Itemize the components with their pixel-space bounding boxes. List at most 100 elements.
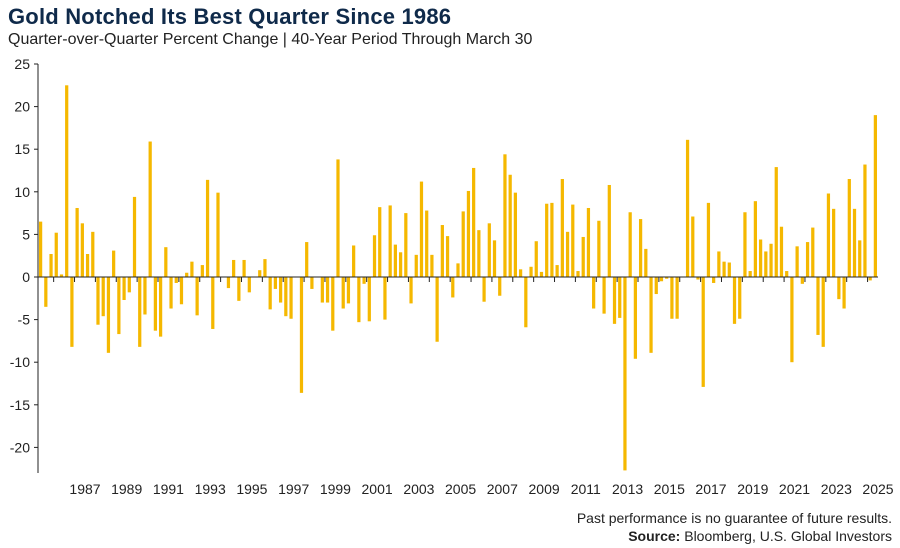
bar bbox=[75, 207, 79, 277]
bar bbox=[805, 242, 810, 277]
bar bbox=[367, 277, 371, 322]
bar bbox=[268, 277, 272, 310]
bar bbox=[372, 235, 377, 277]
x-tick-label: 1999 bbox=[320, 481, 351, 497]
x-tick-label: 2011 bbox=[571, 481, 601, 497]
bar bbox=[38, 221, 43, 277]
bar bbox=[451, 277, 455, 298]
bar bbox=[816, 277, 820, 335]
y-tick-label: -20 bbox=[10, 439, 30, 455]
bar bbox=[539, 271, 544, 277]
bar bbox=[414, 254, 418, 277]
bar bbox=[607, 184, 611, 277]
bar bbox=[378, 207, 382, 277]
chart-title: Gold Notched Its Best Quarter Since 1986 bbox=[8, 4, 452, 29]
source-label: Source: bbox=[628, 528, 681, 544]
bar bbox=[320, 277, 324, 303]
disclaimer-note: Past performance is no guarantee of futu… bbox=[576, 510, 892, 526]
bar bbox=[832, 208, 836, 277]
bar bbox=[852, 208, 857, 277]
bar bbox=[758, 239, 763, 277]
bar bbox=[112, 250, 116, 277]
y-tick-label: 20 bbox=[14, 99, 30, 115]
bar bbox=[122, 277, 126, 300]
bar bbox=[492, 240, 497, 277]
bar bbox=[153, 277, 157, 331]
bar bbox=[800, 277, 804, 284]
bar bbox=[665, 277, 669, 279]
bar bbox=[727, 262, 731, 277]
bar bbox=[164, 247, 168, 277]
x-tick-label: 1997 bbox=[278, 481, 309, 497]
bar bbox=[440, 225, 444, 277]
bar bbox=[560, 179, 564, 277]
bar bbox=[524, 277, 528, 328]
bar bbox=[863, 164, 867, 277]
bar bbox=[190, 261, 194, 277]
bar bbox=[706, 202, 711, 277]
bar bbox=[654, 277, 658, 295]
bar bbox=[409, 277, 413, 304]
x-tick-label: 2021 bbox=[779, 481, 810, 497]
bar bbox=[779, 226, 784, 277]
bar bbox=[477, 230, 481, 277]
x-tick-label: 2019 bbox=[737, 481, 768, 497]
bar bbox=[722, 261, 726, 277]
bar bbox=[717, 251, 721, 277]
bar bbox=[179, 277, 184, 305]
y-tick-label: -15 bbox=[10, 397, 30, 413]
bar bbox=[226, 277, 231, 289]
bar bbox=[743, 212, 747, 277]
bar bbox=[456, 263, 460, 277]
bar bbox=[247, 277, 251, 293]
bar bbox=[576, 271, 580, 277]
bar bbox=[132, 196, 137, 277]
x-tick-label: 2013 bbox=[612, 481, 643, 497]
bar bbox=[205, 179, 210, 277]
bar bbox=[91, 231, 95, 277]
bar bbox=[748, 271, 752, 277]
bar bbox=[54, 232, 58, 277]
bar bbox=[696, 277, 700, 280]
bar bbox=[106, 277, 111, 353]
x-tick-label: 2009 bbox=[529, 481, 560, 497]
bar bbox=[404, 213, 408, 277]
bar bbox=[472, 167, 476, 277]
x-tick-label: 2025 bbox=[862, 481, 893, 497]
bar bbox=[769, 243, 773, 277]
chart-subtitle: Quarter-over-Quarter Percent Change | 40… bbox=[8, 31, 533, 48]
bar bbox=[127, 277, 131, 293]
x-tick-label: 1987 bbox=[69, 481, 100, 497]
bar bbox=[638, 219, 643, 277]
bar bbox=[44, 277, 48, 307]
x-tick-label: 2023 bbox=[821, 481, 852, 497]
bar bbox=[419, 181, 424, 277]
bar bbox=[65, 85, 69, 277]
bar bbox=[691, 216, 695, 277]
bar bbox=[701, 277, 705, 387]
bar bbox=[336, 159, 340, 277]
bar bbox=[873, 115, 877, 278]
bar bbox=[388, 205, 392, 277]
y-tick-label: 10 bbox=[14, 184, 30, 200]
bar bbox=[712, 277, 716, 283]
bar bbox=[821, 277, 825, 347]
bar bbox=[518, 269, 523, 277]
bar bbox=[289, 277, 293, 319]
bar bbox=[346, 277, 351, 304]
bar bbox=[185, 272, 189, 277]
bar bbox=[868, 277, 872, 281]
bar bbox=[101, 277, 105, 317]
bar bbox=[732, 277, 737, 324]
bar bbox=[445, 236, 450, 277]
bar bbox=[795, 246, 799, 277]
bar bbox=[764, 251, 768, 277]
source-text: Bloomberg, U.S. Global Investors bbox=[684, 528, 892, 544]
bar bbox=[325, 277, 330, 303]
bar bbox=[670, 277, 674, 319]
bar bbox=[826, 193, 831, 277]
bar bbox=[273, 277, 277, 289]
bar bbox=[837, 277, 841, 300]
